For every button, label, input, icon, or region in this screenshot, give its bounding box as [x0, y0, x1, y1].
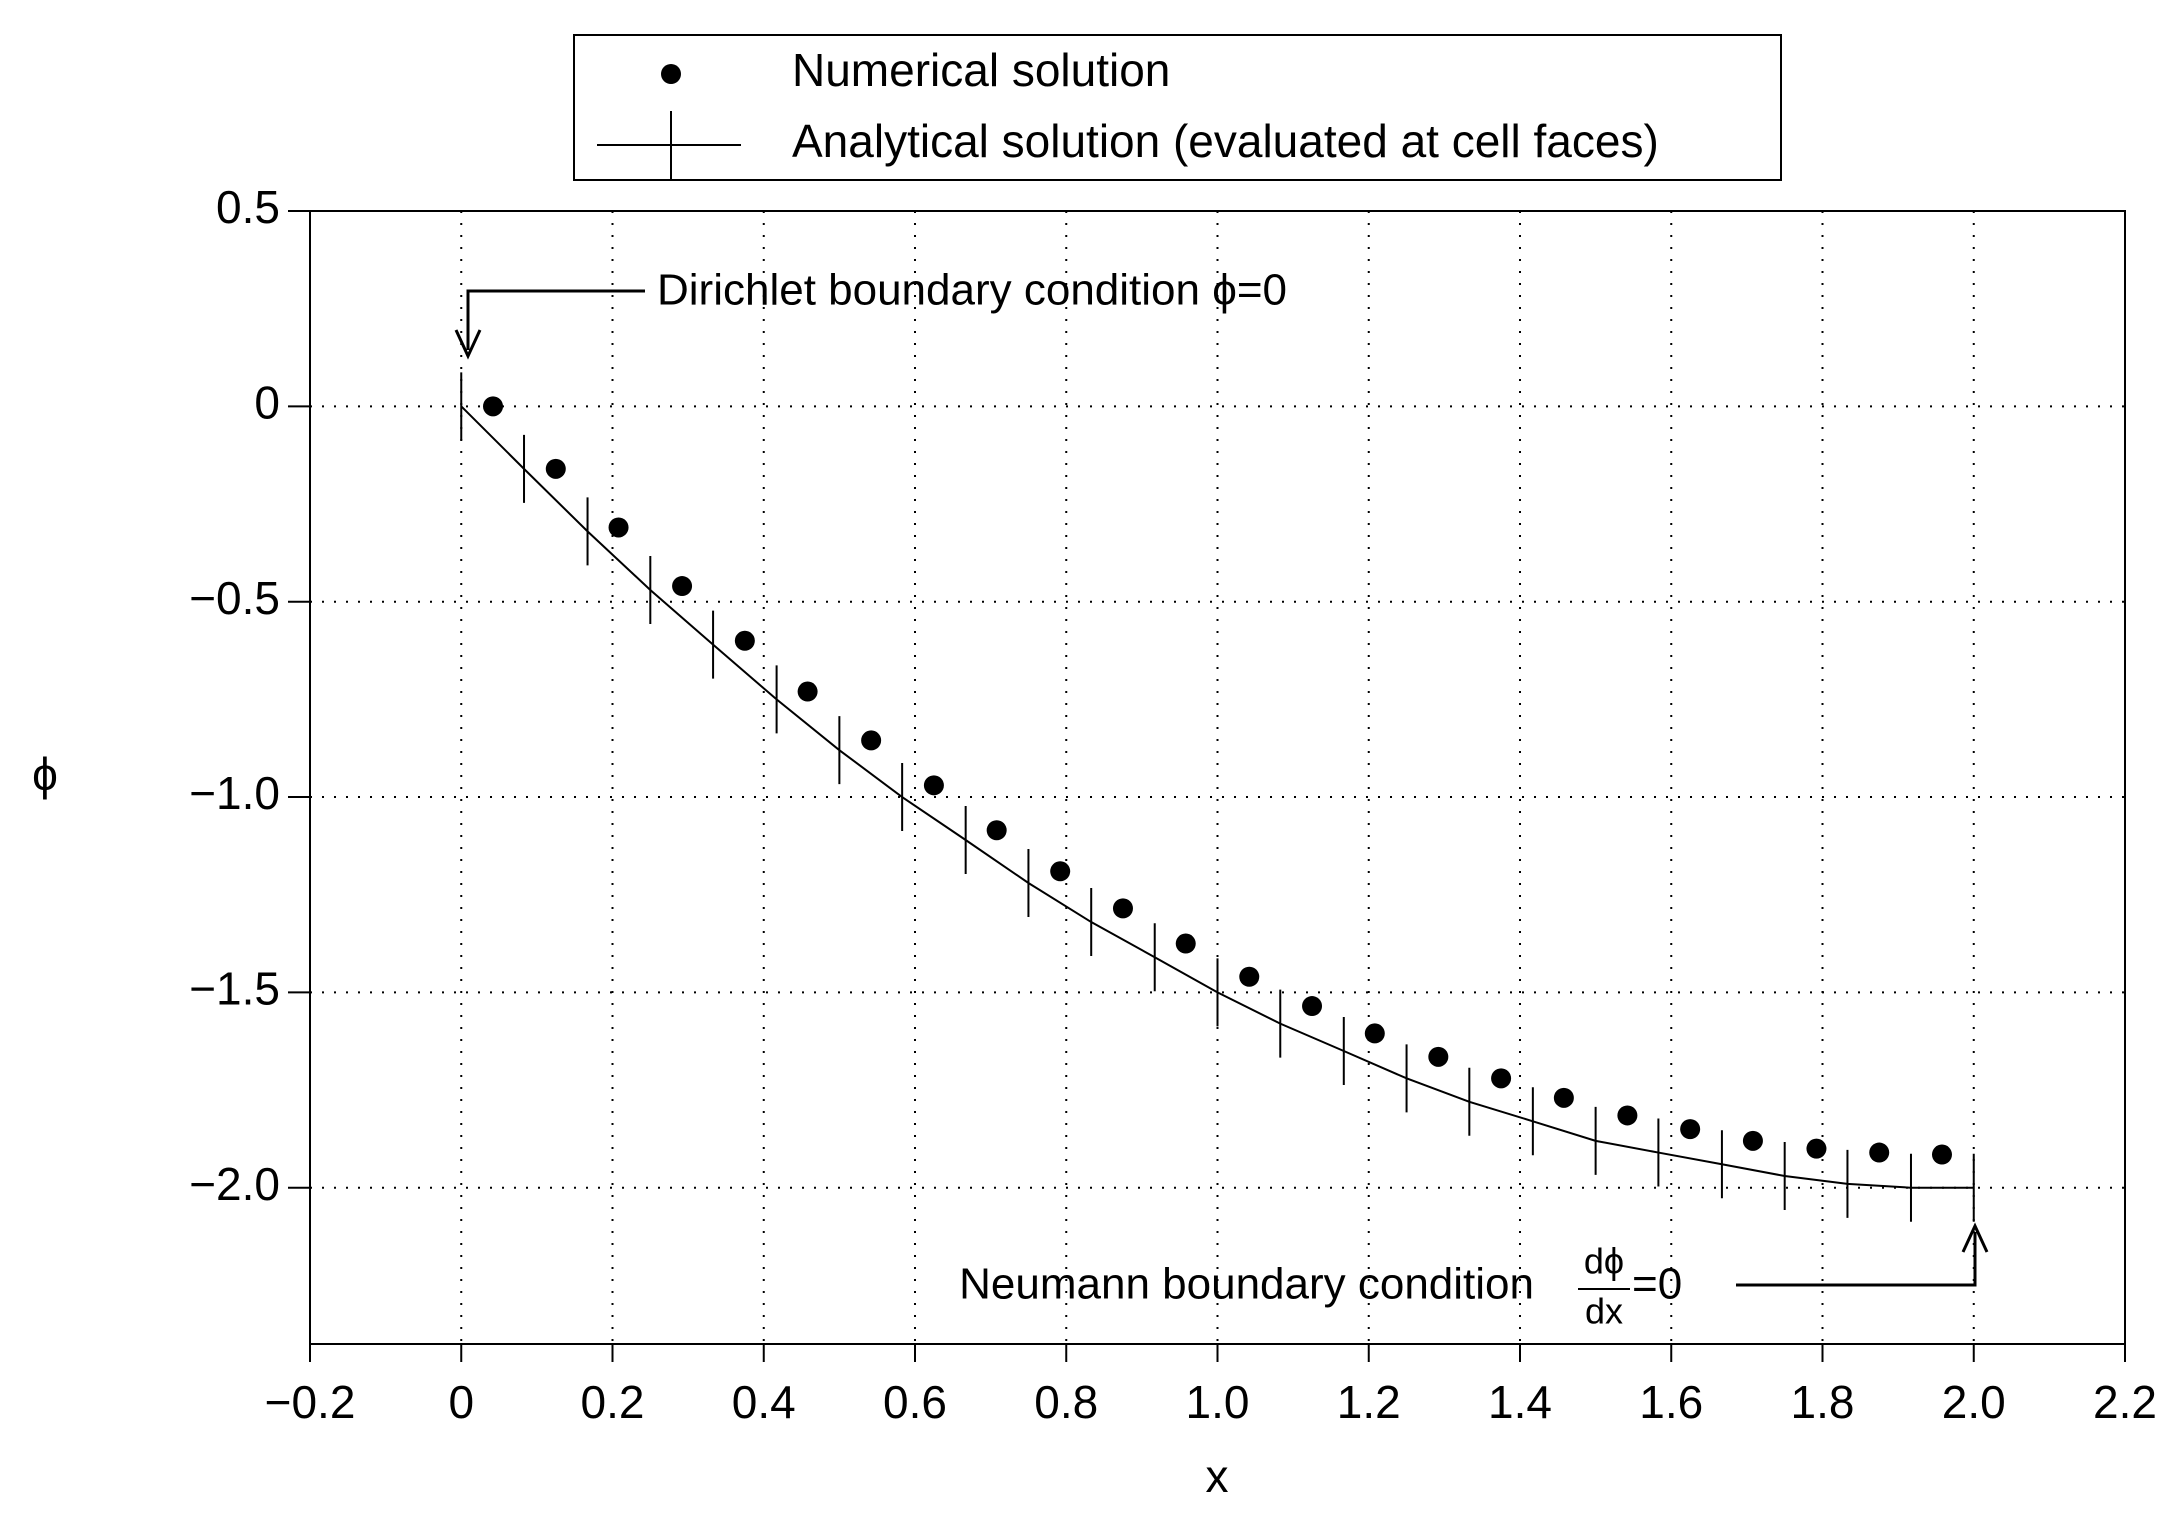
- data-point: [1364, 1023, 1385, 1044]
- data-point: [608, 517, 629, 538]
- x-axis-label: x: [1206, 1450, 1229, 1502]
- data-point: [1302, 996, 1323, 1017]
- x-tick-label: 1.2: [1337, 1376, 1401, 1428]
- y-tick-label: −1.0: [189, 767, 280, 819]
- data-point: [1175, 933, 1196, 954]
- data-point: [1112, 898, 1133, 919]
- y-axis-label: ϕ: [32, 748, 58, 800]
- annotation-arrow: [1736, 1232, 1977, 1287]
- data-point: [1869, 1142, 1890, 1163]
- x-tick-label: 2.0: [1942, 1376, 2006, 1428]
- annotation-dirichlet: Dirichlet boundary condition ϕ=0: [657, 266, 1287, 315]
- x-tick-label: 2.2: [2093, 1376, 2157, 1428]
- data-point: [1553, 1087, 1574, 1108]
- annotation-fraction-numerator: dϕ: [1584, 1241, 1624, 1282]
- y-tick-label: 0: [254, 377, 280, 429]
- legend-box: [573, 34, 1782, 181]
- data-point: [1617, 1105, 1638, 1126]
- y-tick-label: −2.0: [189, 1158, 280, 1210]
- data-point: [1050, 861, 1071, 882]
- data-point: [734, 630, 755, 651]
- x-tick-label: 1.6: [1639, 1376, 1703, 1428]
- y-tick-label: 0.5: [216, 181, 280, 233]
- annotation-arrowhead: [1961, 1222, 1989, 1253]
- x-tick-label: 1.0: [1186, 1376, 1250, 1428]
- data-point: [923, 775, 944, 796]
- data-point: [861, 730, 882, 751]
- annotation-arrow: [466, 289, 645, 350]
- y-tick-label: −1.5: [189, 963, 280, 1015]
- annotation-neumann: Neumann boundary condition: [959, 1260, 1534, 1309]
- data-point: [986, 820, 1007, 841]
- annotation-arrowhead: [454, 329, 482, 360]
- legend-label: Numerical solution: [792, 44, 1170, 96]
- data-point: [483, 396, 504, 417]
- data-point: [1428, 1046, 1449, 1067]
- data-point: [1931, 1144, 1952, 1165]
- data-point: [1680, 1119, 1701, 1140]
- data-point: [797, 681, 818, 702]
- data-point: [1742, 1130, 1763, 1151]
- data-point: [1806, 1138, 1827, 1159]
- annotation-neumann-rhs: =0: [1632, 1260, 1682, 1309]
- data-point: [545, 458, 566, 479]
- x-tick-label: 0.6: [883, 1376, 947, 1428]
- x-tick-label: 0.8: [1034, 1376, 1098, 1428]
- x-tick-label: 0.2: [581, 1376, 645, 1428]
- data-point: [1239, 966, 1260, 987]
- legend-label: Analytical solution (evaluated at cell f…: [792, 115, 1659, 167]
- x-tick-label: −0.2: [265, 1376, 356, 1428]
- y-tick-label: −0.5: [189, 572, 280, 624]
- legend-marker: [661, 64, 681, 84]
- x-tick-label: 0.4: [732, 1376, 796, 1428]
- annotation-fraction-denominator: dx: [1585, 1291, 1623, 1332]
- plot-frame: [309, 210, 2126, 1345]
- x-tick-label: 1.4: [1488, 1376, 1552, 1428]
- x-tick-label: 1.8: [1791, 1376, 1855, 1428]
- data-point: [1491, 1068, 1512, 1089]
- x-tick-label: 0: [448, 1376, 474, 1428]
- data-point: [672, 576, 693, 597]
